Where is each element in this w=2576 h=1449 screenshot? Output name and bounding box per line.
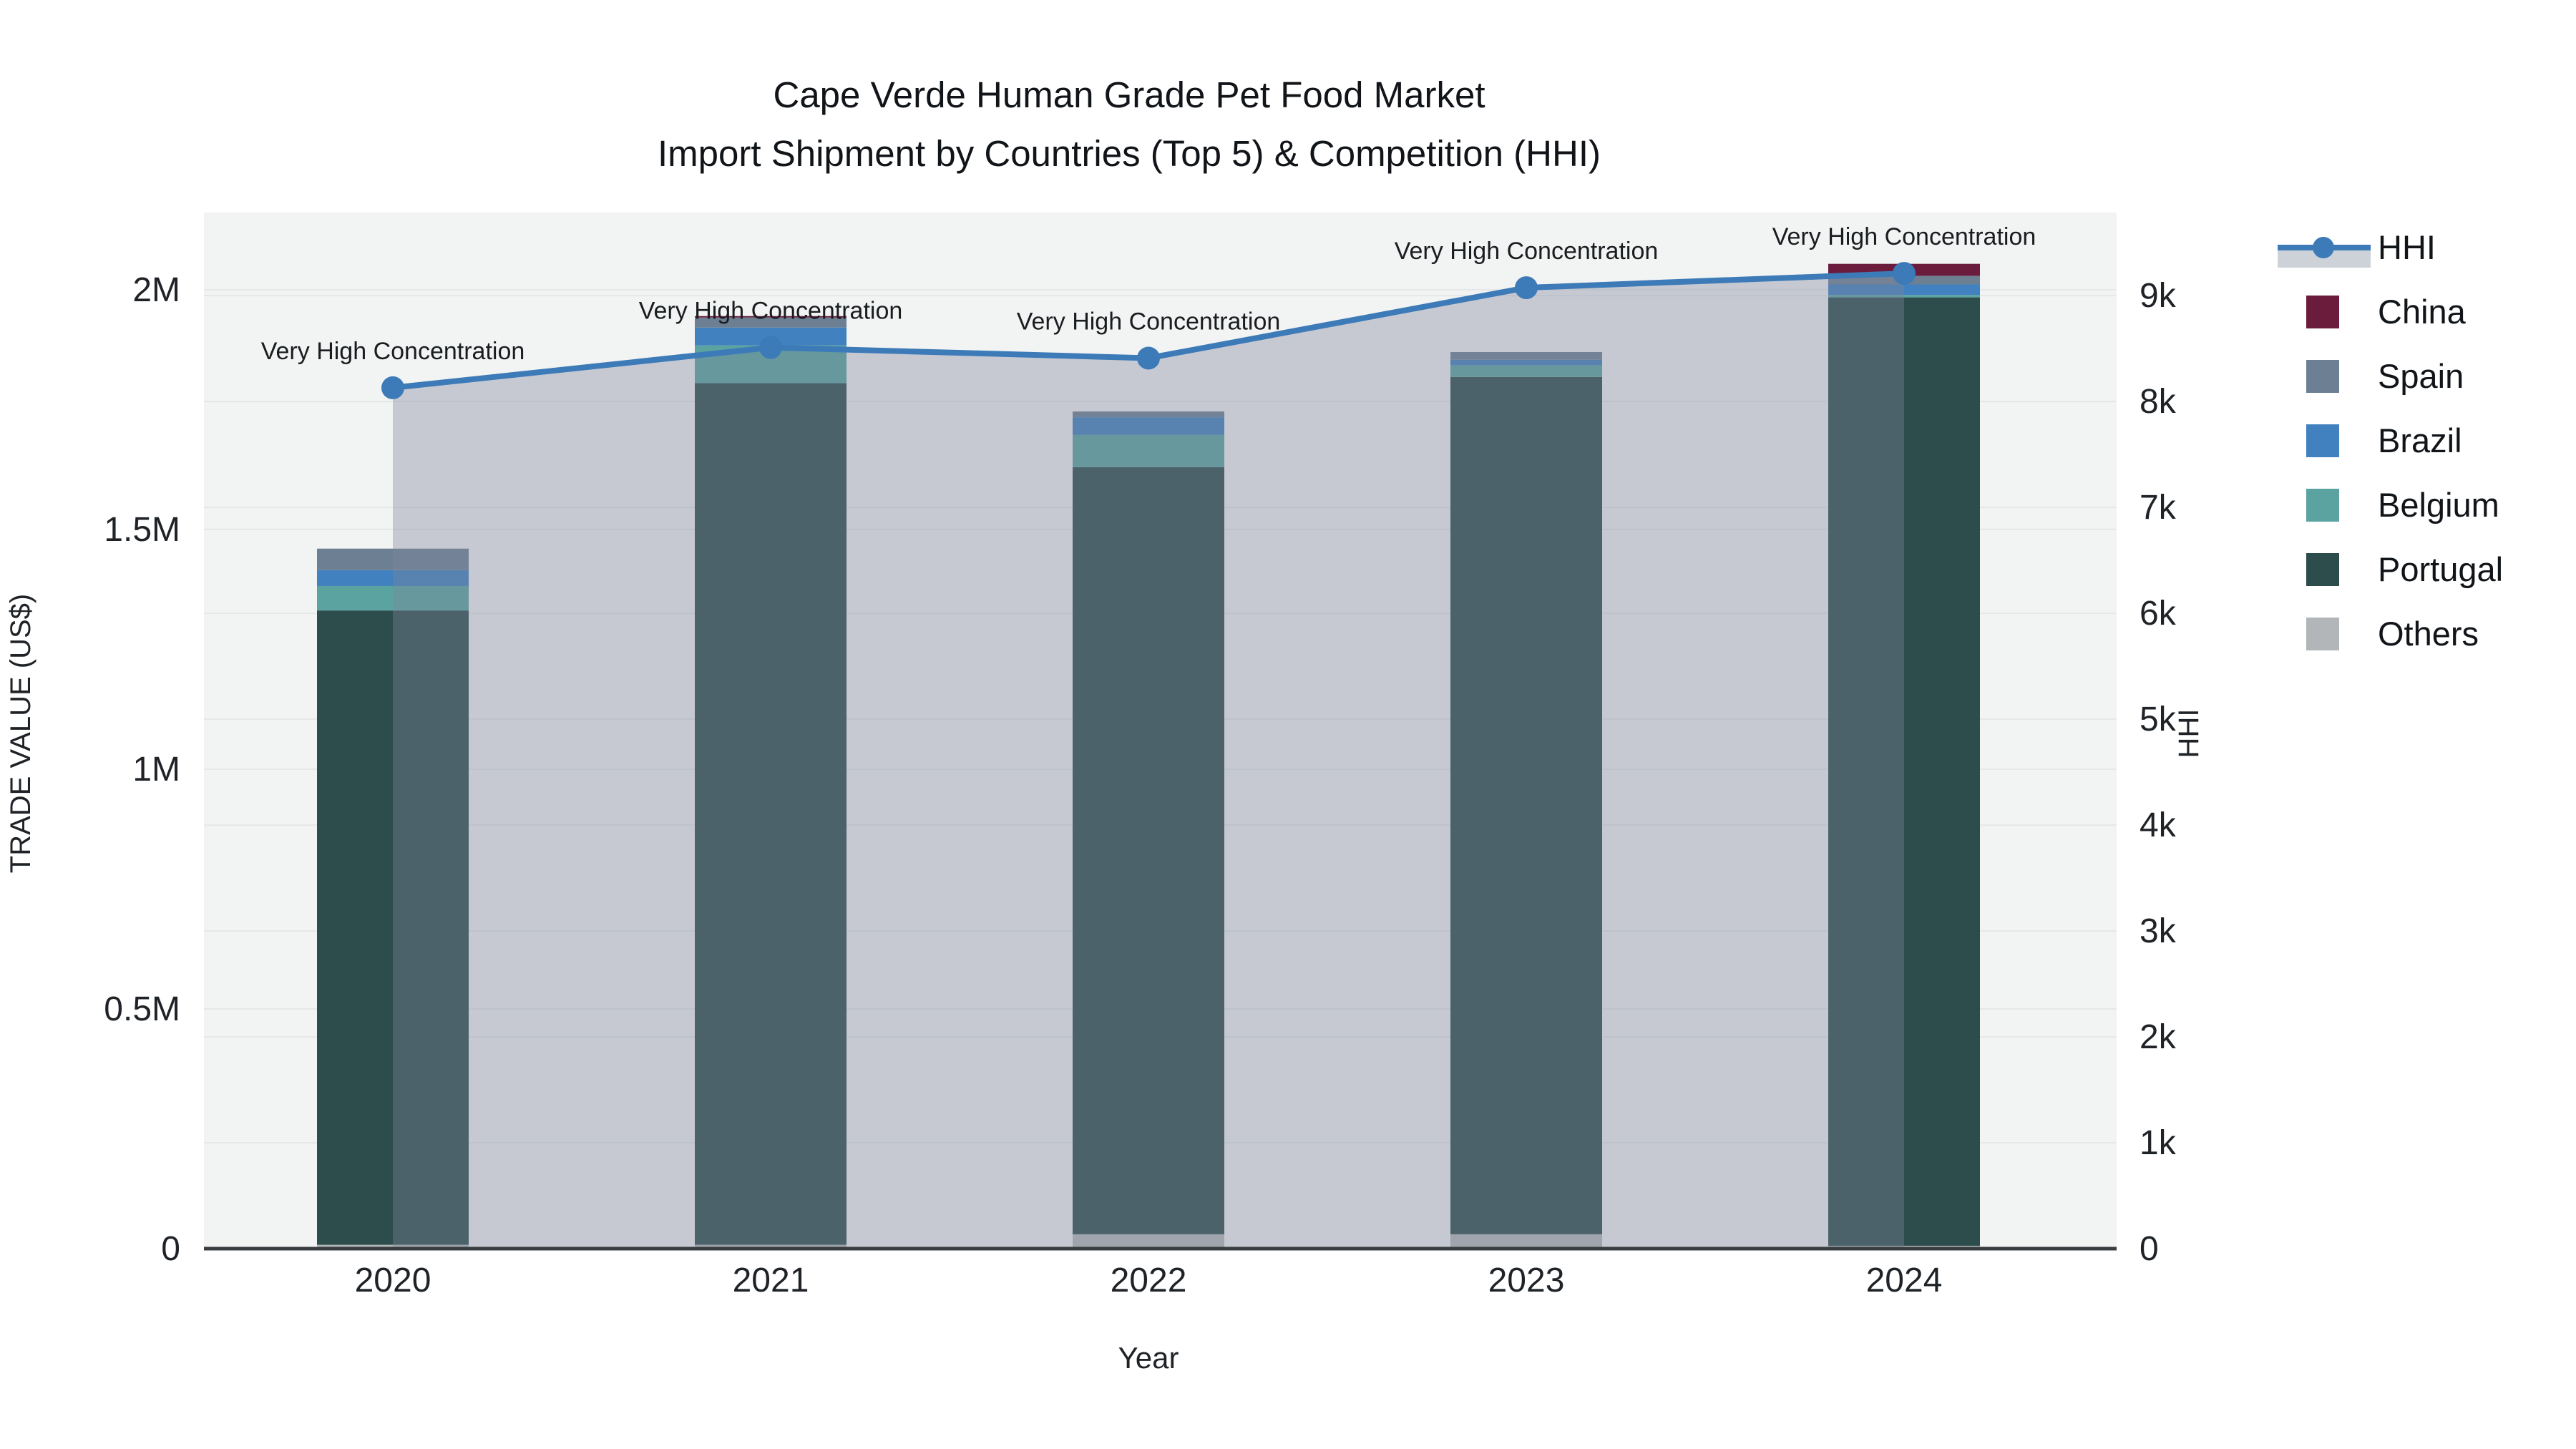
bar-segment-spain-2022[interactable] xyxy=(1073,411,1224,418)
bar-segment-spain-2020[interactable] xyxy=(317,548,469,570)
bar-segment-brazil-2024[interactable] xyxy=(1828,284,1980,296)
hhi-area-fill xyxy=(393,273,1904,1249)
y-tick-1.5M: 1.5M xyxy=(104,511,180,549)
bar-segment-others-2020[interactable] xyxy=(317,1244,469,1249)
legend-hhi-marker-icon xyxy=(2313,237,2334,258)
legend-item-hhi[interactable]: HHI xyxy=(2278,228,2436,268)
y-axis-title: TRADE VALUE (US$) xyxy=(5,594,36,873)
x-tick-2022: 2022 xyxy=(1111,1262,1187,1299)
legend-label-others: Others xyxy=(2378,615,2479,653)
bar-segment-portugal-2021[interactable] xyxy=(695,383,847,1245)
legend-item-spain[interactable]: Spain xyxy=(2306,357,2464,395)
annotation-2021: Very High Concentration xyxy=(639,298,903,325)
annotation-2022: Very High Concentration xyxy=(1017,308,1281,335)
bar-segment-spain-2023[interactable] xyxy=(1450,351,1602,360)
bar-segment-brazil-2023[interactable] xyxy=(1450,359,1602,366)
y2-tick-6k: 6k xyxy=(2140,595,2177,633)
y2-tick-8k: 8k xyxy=(2140,383,2177,421)
bar-segment-brazil-2020[interactable] xyxy=(317,570,469,586)
legend-label-brazil: Brazil xyxy=(2378,421,2462,459)
x-tick-2021: 2021 xyxy=(733,1262,809,1299)
bar-segment-brazil-2022[interactable] xyxy=(1073,417,1224,435)
hhi-point-2023[interactable] xyxy=(1515,276,1538,300)
hhi-point-2020[interactable] xyxy=(381,376,404,399)
legend-item-china[interactable]: China xyxy=(2306,293,2467,331)
legend-swatch-china xyxy=(2306,296,2339,328)
y2-tick-0: 0 xyxy=(2140,1230,2159,1268)
legend-label-spain: Spain xyxy=(2378,357,2464,395)
legend-label-portugal: Portugal xyxy=(2378,550,2503,588)
legend-swatch-portugal xyxy=(2306,553,2339,586)
bar-segment-others-2021[interactable] xyxy=(695,1244,847,1249)
bar-segment-others-2022[interactable] xyxy=(1073,1234,1224,1249)
y2-tick-4k: 4k xyxy=(2140,806,2177,844)
bar-segment-china-2021[interactable] xyxy=(695,316,847,318)
hhi-point-2021[interactable] xyxy=(759,336,782,359)
bar-segment-belgium-2022[interactable] xyxy=(1073,434,1224,467)
y2-tick-9k: 9k xyxy=(2140,277,2177,315)
chart-title-line1: Cape Verde Human Grade Pet Food Market xyxy=(773,74,1485,115)
legend-item-portugal[interactable]: Portugal xyxy=(2306,550,2503,588)
legend-item-brazil[interactable]: Brazil xyxy=(2306,421,2462,459)
x-tick-2020: 2020 xyxy=(355,1262,431,1299)
y2-axis-title: HHI xyxy=(2173,709,2205,758)
legend-swatch-spain xyxy=(2306,360,2339,393)
x-tick-2023: 2023 xyxy=(1488,1262,1565,1299)
legend: HHI China Spain Brazil Belgium Portugal Others xyxy=(2278,228,2503,653)
bar-segment-portugal-2022[interactable] xyxy=(1073,467,1224,1234)
legend-label-hhi: HHI xyxy=(2378,228,2436,266)
hhi-line-group xyxy=(381,262,1916,399)
hhi-area xyxy=(393,273,1904,1249)
bar-series-group xyxy=(317,263,1980,1249)
y2-tick-7k: 7k xyxy=(2140,489,2177,527)
legend-item-belgium[interactable]: Belgium xyxy=(2306,486,2499,524)
y-tick-0.5M: 0.5M xyxy=(104,990,180,1028)
chart-title-line2: Import Shipment by Countries (Top 5) & C… xyxy=(658,133,1601,174)
y-tick-0: 0 xyxy=(161,1230,180,1268)
x-axis-title: Year xyxy=(1118,1341,1179,1375)
legend-swatch-others xyxy=(2306,618,2339,650)
legend-item-others[interactable]: Others xyxy=(2306,615,2479,653)
bar-segment-portugal-2024[interactable] xyxy=(1828,297,1980,1246)
annotation-2023: Very High Concentration xyxy=(1395,238,1659,265)
legend-swatch-belgium xyxy=(2306,489,2339,522)
annotations-group: Very High Concentration Very High Concent… xyxy=(261,223,2036,365)
y2-tick-2k: 2k xyxy=(2140,1018,2177,1056)
tick-labels-group: 0 0.5M 1M 1.5M 2M 0 1k 2k 3k 4k 5k 6k 7k 8k 9k 2020 2021… xyxy=(104,271,2176,1299)
bar-segment-belgium-2020[interactable] xyxy=(317,585,469,611)
hhi-point-2024[interactable] xyxy=(1893,262,1916,286)
bar-segment-spain-2021[interactable] xyxy=(695,317,847,328)
bar-segment-belgium-2024[interactable] xyxy=(1828,295,1980,298)
legend-label-china: China xyxy=(2378,293,2467,331)
y-tick-1M: 1M xyxy=(132,751,180,789)
annotation-2020: Very High Concentration xyxy=(261,338,525,365)
bar-segment-portugal-2023[interactable] xyxy=(1450,376,1602,1234)
y2-tick-5k: 5k xyxy=(2140,701,2177,738)
y-tick-2M: 2M xyxy=(132,271,180,309)
y2-tick-1k: 1k xyxy=(2140,1124,2177,1162)
annotation-2024: Very High Concentration xyxy=(1772,223,2036,250)
x-tick-2024: 2024 xyxy=(1866,1262,1943,1299)
y2-tick-3k: 3k xyxy=(2140,912,2177,950)
legend-swatch-brazil xyxy=(2306,424,2339,457)
legend-label-belgium: Belgium xyxy=(2378,486,2499,524)
bar-segment-belgium-2023[interactable] xyxy=(1450,365,1602,377)
bar-segment-portugal-2020[interactable] xyxy=(317,610,469,1245)
hhi-point-2022[interactable] xyxy=(1137,346,1160,370)
bar-segment-others-2023[interactable] xyxy=(1450,1234,1602,1249)
